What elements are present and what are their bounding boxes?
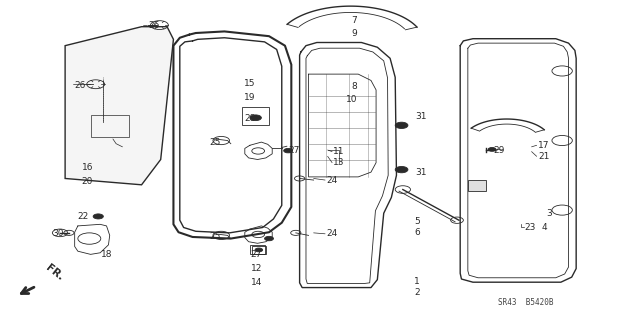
Circle shape	[488, 147, 496, 151]
Circle shape	[395, 167, 408, 173]
Text: 24: 24	[326, 175, 338, 185]
Text: 30: 30	[52, 229, 64, 238]
Circle shape	[250, 115, 261, 121]
Text: 7: 7	[351, 16, 356, 25]
Text: 18: 18	[100, 250, 112, 259]
Text: 8: 8	[351, 82, 357, 91]
Polygon shape	[468, 180, 486, 191]
Text: 27: 27	[251, 250, 262, 259]
Text: 15: 15	[244, 79, 255, 88]
Text: 26: 26	[148, 21, 159, 30]
Circle shape	[93, 214, 103, 219]
Text: 3: 3	[546, 209, 552, 218]
Text: 12: 12	[251, 264, 262, 273]
Text: SR43  B5420B: SR43 B5420B	[499, 298, 554, 307]
Text: 19: 19	[244, 93, 255, 102]
Text: 24: 24	[326, 229, 338, 238]
Text: 1: 1	[414, 277, 420, 286]
Text: 20: 20	[82, 177, 93, 186]
Text: 23: 23	[524, 223, 535, 232]
Circle shape	[255, 248, 262, 252]
Text: 21: 21	[538, 152, 549, 161]
Text: 31: 31	[415, 168, 427, 177]
Text: 31: 31	[415, 112, 427, 121]
Text: 27: 27	[288, 145, 300, 154]
Text: 28: 28	[244, 114, 255, 123]
Circle shape	[284, 148, 292, 153]
Text: 13: 13	[333, 158, 344, 167]
Polygon shape	[65, 27, 173, 185]
Text: 22: 22	[78, 212, 89, 221]
Circle shape	[395, 122, 408, 129]
Text: 14: 14	[251, 278, 262, 287]
Text: FR.: FR.	[44, 263, 65, 283]
Text: 16: 16	[82, 163, 93, 172]
Text: 5: 5	[414, 217, 420, 226]
Text: 25: 25	[209, 137, 221, 147]
Text: 26: 26	[75, 81, 86, 90]
Text: 29: 29	[493, 145, 505, 154]
Text: 9: 9	[351, 28, 356, 38]
Text: 6: 6	[414, 228, 420, 237]
Text: 11: 11	[333, 147, 344, 156]
Text: 17: 17	[538, 141, 549, 150]
Text: 25: 25	[209, 233, 221, 241]
Circle shape	[264, 236, 273, 241]
Text: 10: 10	[346, 95, 357, 104]
Text: 4: 4	[541, 223, 547, 232]
Text: 2: 2	[414, 288, 420, 297]
